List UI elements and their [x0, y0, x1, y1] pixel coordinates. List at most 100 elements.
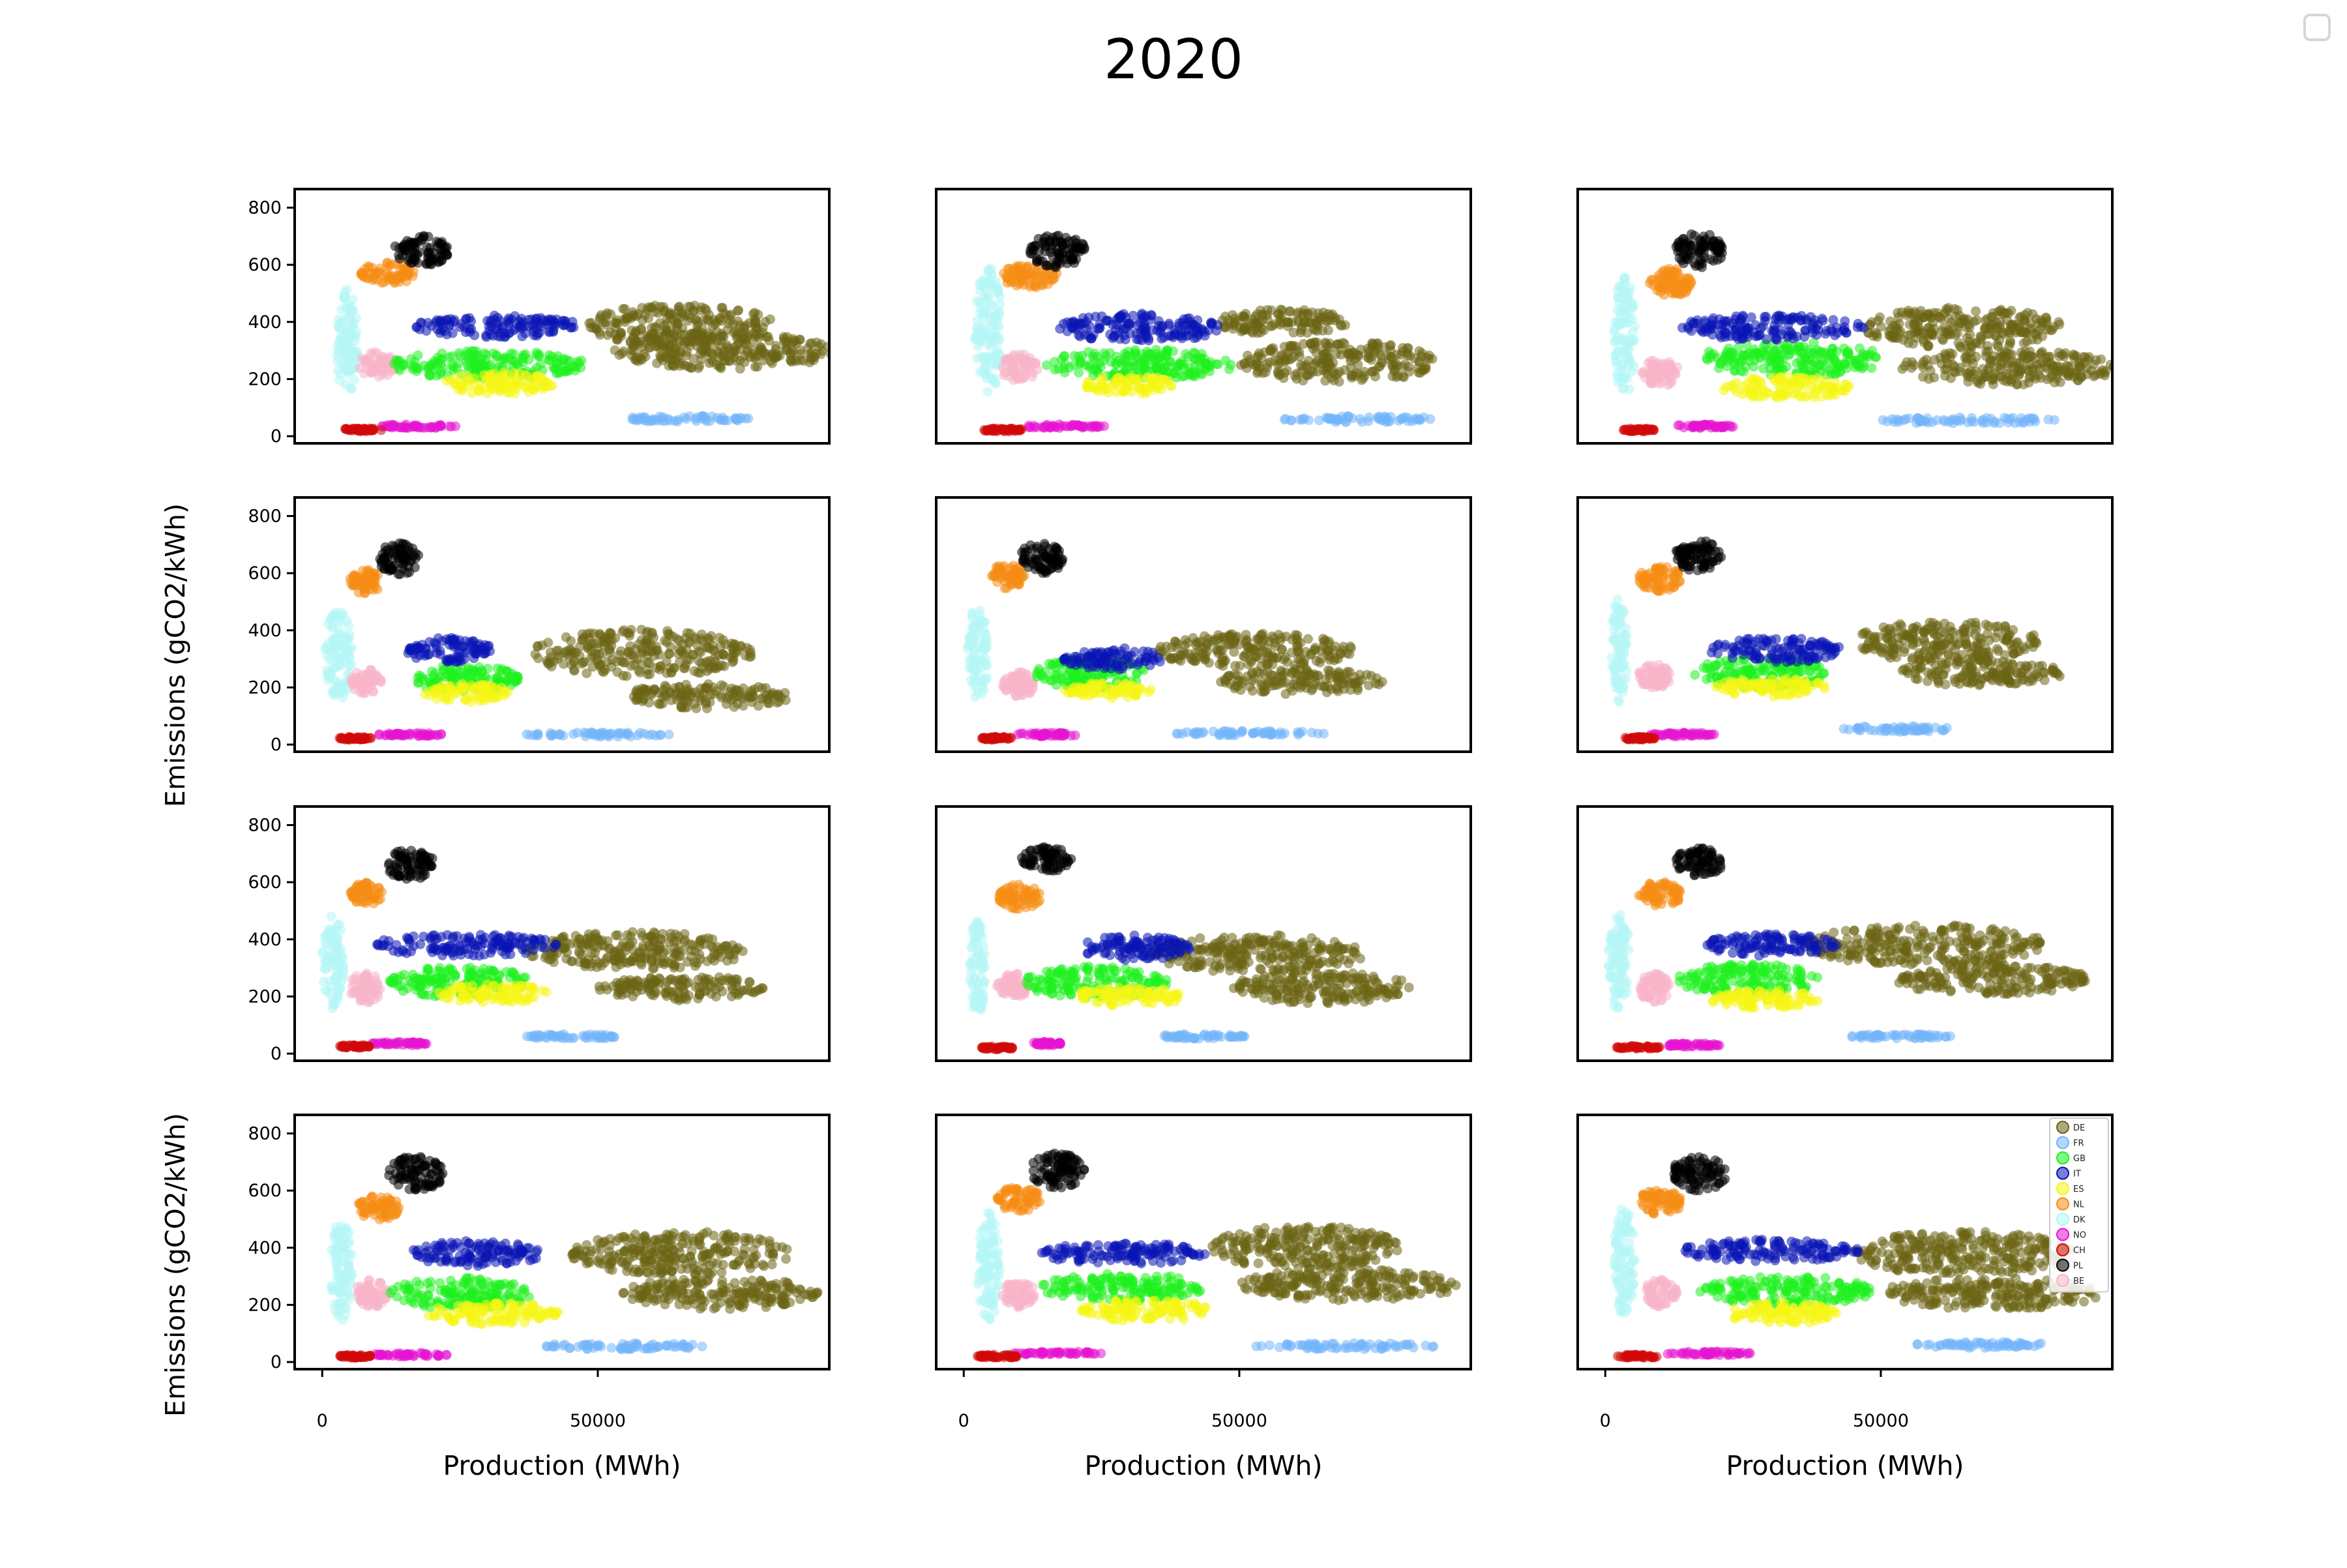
- data-point: [697, 630, 707, 640]
- data-point: [1363, 353, 1373, 362]
- data-point: [1770, 325, 1780, 335]
- data-point: [366, 665, 376, 675]
- data-point: [381, 730, 391, 740]
- data-point: [427, 321, 437, 331]
- data-point: [429, 672, 439, 681]
- panel-background: [295, 497, 829, 752]
- data-point: [1737, 389, 1747, 399]
- data-point: [1627, 297, 1636, 307]
- data-point: [1964, 337, 1974, 347]
- data-point: [1185, 314, 1194, 323]
- data-point: [361, 675, 370, 685]
- data-point: [694, 363, 703, 373]
- data-point: [1030, 281, 1040, 291]
- data-point: [1404, 362, 1413, 372]
- data-point: [506, 376, 516, 385]
- data-point: [1645, 278, 1655, 288]
- data-point: [583, 642, 593, 652]
- data-point: [322, 665, 332, 675]
- data-point: [1051, 263, 1061, 273]
- data-point: [754, 701, 763, 711]
- data-point: [1387, 360, 1397, 370]
- data-point: [432, 648, 441, 658]
- data-point: [1923, 310, 1933, 319]
- data-point: [606, 310, 615, 319]
- data-point: [1239, 311, 1249, 321]
- data-point: [1031, 241, 1041, 251]
- data-point: [1254, 360, 1263, 370]
- data-point: [650, 307, 660, 317]
- data-point: [360, 688, 370, 698]
- data-point: [1164, 321, 1174, 331]
- data-point: [750, 331, 760, 341]
- data-point: [1760, 312, 1769, 322]
- data-point: [719, 331, 729, 341]
- data-point: [364, 263, 374, 273]
- data-point: [685, 629, 695, 638]
- data-point: [1655, 283, 1664, 293]
- data-point: [681, 660, 690, 670]
- data-point: [987, 282, 997, 292]
- data-point: [1224, 364, 1234, 374]
- data-point: [1799, 373, 1808, 383]
- data-point: [1263, 314, 1273, 324]
- data-point: [514, 321, 524, 331]
- series-ch: [979, 424, 1027, 436]
- data-point: [688, 650, 698, 660]
- data-point: [1095, 323, 1105, 333]
- data-point: [1769, 347, 1779, 357]
- data-point: [1613, 361, 1623, 370]
- data-point: [361, 733, 370, 743]
- data-point: [1189, 355, 1199, 364]
- data-point: [1046, 247, 1055, 257]
- data-point: [1359, 374, 1368, 383]
- data-point: [700, 304, 710, 314]
- data-point: [517, 331, 527, 341]
- data-point: [1099, 355, 1109, 365]
- data-point: [351, 424, 361, 434]
- data-point: [1770, 376, 1780, 386]
- data-point: [1299, 310, 1308, 320]
- data-point: [826, 349, 836, 359]
- data-point: [1618, 384, 1628, 394]
- data-point: [335, 370, 345, 379]
- data-point: [546, 653, 555, 662]
- data-point: [1425, 414, 1435, 424]
- data-point: [1750, 331, 1760, 341]
- data-point: [2007, 349, 2017, 359]
- data-point: [533, 653, 543, 663]
- data-point: [417, 318, 427, 328]
- data-point: [1023, 269, 1033, 279]
- data-point: [334, 315, 344, 325]
- data-point: [628, 311, 638, 321]
- data-point: [1789, 377, 1799, 387]
- data-point: [1230, 318, 1240, 327]
- data-point: [627, 625, 636, 635]
- data-point: [398, 243, 408, 252]
- data-point: [992, 316, 1002, 325]
- data-point: [445, 320, 454, 330]
- data-point: [1032, 422, 1042, 432]
- data-point: [1376, 357, 1386, 367]
- data-point: [2091, 355, 2101, 365]
- data-point: [1783, 331, 1793, 340]
- data-point: [1696, 256, 1706, 265]
- data-point: [1614, 346, 1624, 356]
- data-point: [1913, 326, 1923, 336]
- data-point: [1812, 349, 1822, 359]
- data-point: [1776, 384, 1786, 394]
- data-point: [1752, 392, 1762, 402]
- data-point: [391, 729, 401, 739]
- panel-2: [936, 189, 1471, 443]
- data-point: [1625, 288, 1634, 298]
- data-point: [1042, 261, 1052, 271]
- panel-3: [1578, 189, 2121, 443]
- data-point: [1679, 234, 1689, 244]
- data-point: [1918, 372, 1928, 381]
- data-point: [1050, 365, 1060, 375]
- data-point: [1274, 309, 1284, 319]
- data-point: [529, 327, 539, 336]
- data-point: [1706, 423, 1716, 433]
- data-point: [503, 316, 513, 325]
- data-point: [2082, 364, 2091, 374]
